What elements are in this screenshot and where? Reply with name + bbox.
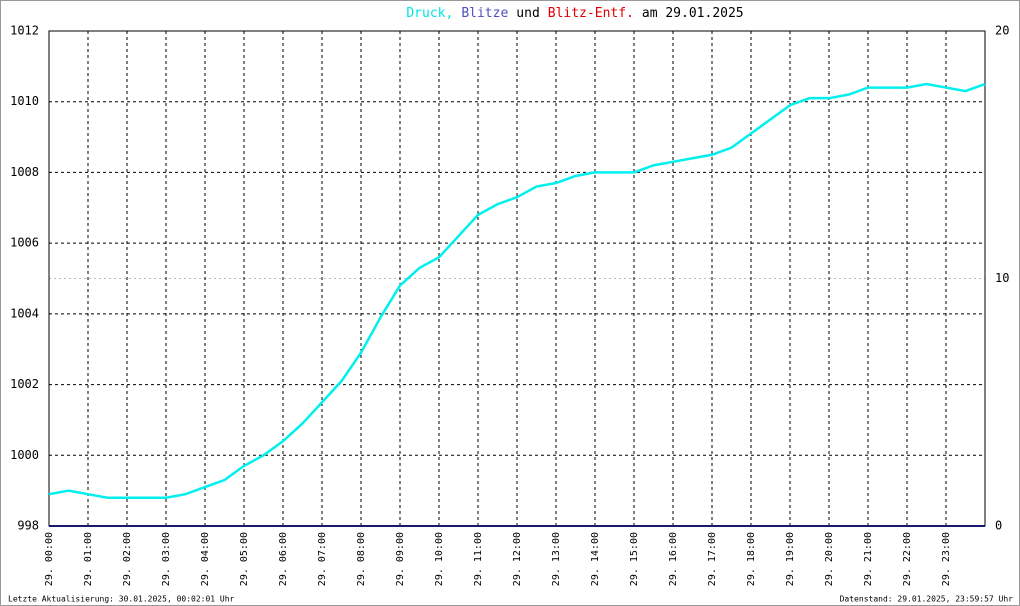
y2-tick-label: 20 — [995, 24, 1009, 38]
x-tick-label: 29. 21:00 — [863, 532, 874, 586]
x-tick-label: 29. 20:00 — [824, 532, 835, 586]
x-tick-label: 29. 03:00 — [161, 532, 172, 586]
x-tick-label: 29. 09:00 — [395, 532, 406, 586]
x-tick-label: 29. 00:00 — [44, 532, 55, 586]
x-tick-label: 29. 12:00 — [512, 532, 523, 586]
x-tick-label: 29. 13:00 — [551, 532, 562, 586]
x-tick-label: 29. 18:00 — [746, 532, 757, 586]
y-tick-label: 1006 — [10, 236, 39, 250]
title-part: Blitze — [461, 6, 508, 21]
chart-title: Druck, Blitze und Blitz-Entf. am 29.01.2025 — [406, 6, 743, 21]
y-tick-label: 1000 — [10, 448, 39, 462]
x-tick-label: 29. 06:00 — [278, 532, 289, 586]
x-tick-label: 29. 11:00 — [473, 532, 484, 586]
x-tick-label: 29. 04:00 — [200, 532, 211, 586]
footer-right: Datenstand: 29.01.2025, 23:59:57 Uhr — [840, 595, 1014, 604]
x-tick-label: 29. 22:00 — [902, 532, 913, 586]
x-tick-label: 29. 10:00 — [434, 532, 445, 586]
y2-tick-label: 0 — [995, 519, 1002, 533]
y2-tick-label: 10 — [995, 271, 1009, 285]
x-tick-label: 29. 08:00 — [356, 532, 367, 586]
title-part: am 29.01.2025 — [642, 6, 744, 21]
x-tick-label: 29. 01:00 — [83, 532, 94, 586]
y-tick-label: 1012 — [10, 24, 39, 38]
title-part: und — [516, 6, 539, 21]
y-tick-label: 1008 — [10, 165, 39, 179]
x-tick-label: 29. 17:00 — [707, 532, 718, 586]
x-tick-label: 29. 02:00 — [122, 532, 133, 586]
x-tick-label: 29. 07:00 — [317, 532, 328, 586]
footer-left: Letzte Aktualisierung: 30.01.2025, 00:02… — [8, 595, 235, 604]
y-tick-label: 1010 — [10, 94, 39, 108]
x-tick-label: 29. 15:00 — [629, 532, 640, 586]
series-line — [48, 82, 986, 499]
y-tick-label: 998 — [17, 519, 39, 533]
x-tick-label: 29. 14:00 — [590, 532, 601, 586]
y-tick-label: 1002 — [10, 377, 39, 391]
x-tick-label: 29. 05:00 — [239, 532, 250, 586]
x-tick-label: 29. 19:00 — [785, 532, 796, 586]
title-part: Blitz-Entf. — [548, 6, 634, 21]
x-tick-label: 29. 23:00 — [941, 532, 952, 586]
x-tick-label: 29. 16:00 — [668, 532, 679, 586]
title-part: Druck, — [406, 6, 453, 21]
y-tick-label: 1004 — [10, 306, 39, 320]
